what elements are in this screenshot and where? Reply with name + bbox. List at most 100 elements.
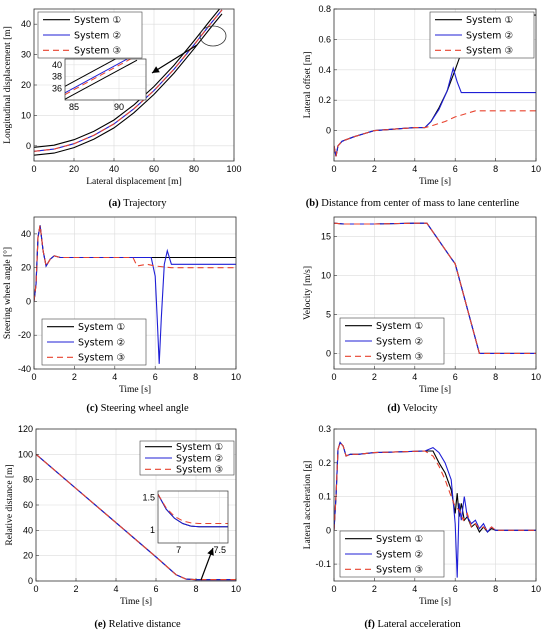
y-tick-label: 0.2 (318, 458, 331, 468)
inset-x-tick-label: 90 (114, 102, 124, 112)
x-axis-label: Time [s] (419, 385, 451, 395)
x-axis-label: Time [s] (419, 177, 451, 187)
legend-label-2: System ② (376, 336, 423, 347)
x-axis-label: Time [s] (419, 597, 451, 607)
plot-area (34, 225, 236, 364)
y-tick-label: 0 (326, 525, 331, 535)
y-axis-label: Lateral offset [m] (302, 52, 313, 119)
series-line-2 (334, 441, 536, 578)
y-tick-label: 0.8 (318, 4, 331, 14)
x-tick-label: 6 (453, 372, 458, 382)
y-tick-label: 20 (21, 263, 31, 273)
x-tick-label: 4 (112, 372, 117, 382)
y-tick-label: 40 (21, 19, 31, 29)
y-axis-label: Longitudinal displacement [m] (3, 26, 13, 144)
x-tick-label: 2 (372, 584, 377, 594)
caption-a: (a) Trajectory (108, 198, 167, 209)
y-tick-label: -20 (18, 330, 31, 340)
y-tick-label: 0.1 (318, 492, 331, 502)
x-tick-label: 10 (531, 372, 541, 382)
plot-area (36, 453, 236, 581)
x-axis-label: Lateral displacement [m] (86, 177, 181, 187)
series-line-3 (34, 225, 236, 302)
axes-frame (333, 428, 537, 582)
x-tick-label: 80 (189, 164, 199, 174)
x-tick-label: 2 (372, 164, 377, 174)
x-tick-label: 8 (493, 372, 498, 382)
inset-frame (157, 490, 229, 544)
x-axis-label: Time [s] (119, 385, 151, 395)
inset-x-tick-label: 7.5 (214, 545, 227, 555)
inset-x-tick-label: 85 (69, 102, 79, 112)
legend-label-3: System ③ (74, 46, 121, 57)
series-line-3 (34, 9, 223, 152)
x-tick-label: 10 (231, 584, 241, 594)
series-line-1 (34, 9, 221, 148)
y-axis-label: Steering wheel angle [°] (2, 247, 13, 339)
zoom-arrow-e-head (207, 548, 214, 556)
legend: System ① System ② System ③ (37, 11, 143, 59)
inset-series-line-2 (65, 59, 129, 94)
y-tick-label: 0.2 (318, 95, 331, 105)
x-tick-label: 4 (412, 372, 417, 382)
legend-label-1: System ① (176, 442, 223, 453)
x-tick-label: 4 (412, 164, 417, 174)
x-tick-label: 6 (453, 584, 458, 594)
chart-panel-1: 0 2 4 6 8 10 0 0.2 0.4 0.6 0.8 Time [s] Lateral offs… (302, 4, 541, 187)
legend-label-1: System ① (74, 15, 121, 26)
y-tick-label: 80 (23, 475, 33, 485)
legend-label-1: System ① (78, 322, 125, 333)
y-axis-label: Velocity [m/s] (303, 266, 313, 320)
legend: System ① System ② System ③ (339, 530, 445, 578)
caption-d: (d) Velocity (387, 403, 438, 414)
y-tick-label: 10 (321, 270, 331, 280)
y-tick-label: 60 (23, 500, 33, 510)
y-tick-label: 40 (21, 229, 31, 239)
axes-frame (333, 216, 537, 370)
caption-f: (f) Lateral acceleration (364, 619, 461, 630)
x-tick-label: 8 (493, 584, 498, 594)
y-tick-label: 0.6 (318, 34, 331, 44)
inset-series-line-3 (65, 59, 132, 96)
y-tick-label: 5 (326, 309, 331, 319)
legend-label-2: System ② (74, 30, 121, 41)
inset-series-line-3 (158, 494, 228, 524)
legend-label-3: System ③ (78, 353, 125, 364)
y-tick-label: 0 (26, 141, 31, 151)
legend-label-2: System ② (176, 453, 223, 464)
y-tick-label: 10 (21, 110, 31, 120)
y-tick-label: 0 (26, 296, 31, 306)
inset-y-tick-label: 1 (150, 525, 155, 535)
inset-plot-area (158, 494, 228, 528)
inset-chart: 7 7.5 1 1.5 (142, 490, 229, 555)
x-axis-label: Time [s] (120, 597, 152, 607)
x-tick-label: 0 (33, 584, 38, 594)
series-line-3 (334, 441, 536, 532)
series-line-1 (34, 225, 236, 302)
x-tick-label: 0 (331, 164, 336, 174)
y-tick-label: 0 (28, 576, 33, 586)
inset-frame (64, 58, 147, 101)
x-tick-label: 40 (109, 164, 119, 174)
x-tick-label: 8 (493, 164, 498, 174)
y-tick-label: -40 (18, 364, 31, 374)
chart-panel-2: 0 2 4 6 8 10 -40 -20 0 20 40 Time [s] Steering wheel… (2, 216, 241, 395)
caption-c: (c) Steering wheel angle (86, 403, 189, 414)
inset-series-line-2 (158, 494, 228, 528)
x-tick-label: 0 (31, 372, 36, 382)
legend-label-1: System ① (466, 15, 513, 26)
axes-frame (333, 8, 537, 162)
x-tick-label: 60 (149, 164, 159, 174)
x-tick-label: 6 (453, 164, 458, 174)
series-line-3 (334, 222, 536, 354)
x-tick-label: 4 (412, 584, 417, 594)
x-tick-label: 20 (69, 164, 79, 174)
y-tick-label: 120 (18, 424, 33, 434)
y-tick-label: 0.4 (318, 65, 331, 75)
legend-label-3: System ③ (376, 352, 423, 363)
x-tick-label: 10 (231, 372, 241, 382)
x-tick-label: 10 (531, 584, 541, 594)
y-tick-label: 0.3 (318, 424, 331, 434)
